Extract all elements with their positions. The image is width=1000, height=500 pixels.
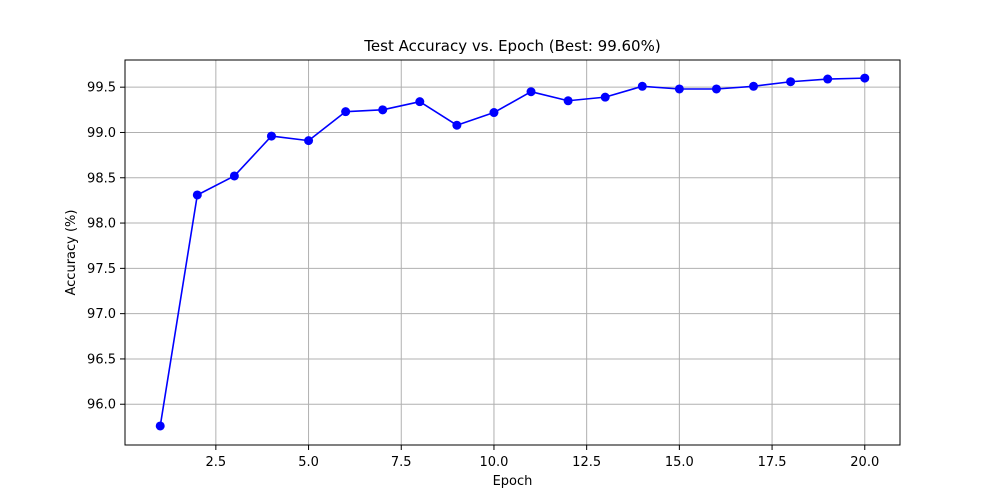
data-point xyxy=(266,131,276,141)
x-tick-label: 5.0 xyxy=(298,455,319,470)
data-point xyxy=(229,171,239,181)
chart-title: Test Accuracy vs. Epoch (Best: 99.60%) xyxy=(363,37,660,55)
x-axis-title: Epoch xyxy=(493,474,533,489)
data-point xyxy=(600,92,610,102)
grid-lines xyxy=(125,60,900,445)
data-point xyxy=(637,81,647,91)
data-point xyxy=(489,108,499,118)
y-tick-label: 96.0 xyxy=(87,398,116,413)
x-tick-label: 15.0 xyxy=(665,455,694,470)
series-line xyxy=(159,77,865,427)
y-tick-label: 98.0 xyxy=(87,217,116,232)
data-point xyxy=(860,73,870,83)
x-tick-label: 7.5 xyxy=(391,455,412,470)
y-axis-ticks: 96.0 96.5 97.0 97.5 98.0 98.5 99.0 99.5 xyxy=(87,81,125,413)
data-point xyxy=(526,87,536,97)
data-point xyxy=(155,421,165,431)
data-point xyxy=(452,120,462,130)
data-point xyxy=(304,136,314,146)
data-point xyxy=(563,96,573,106)
data-point xyxy=(378,105,388,115)
y-axis-title: Accuracy (%) xyxy=(64,210,79,296)
x-tick-label: 2.5 xyxy=(206,455,227,470)
y-tick-label: 99.0 xyxy=(87,126,116,141)
series-layer xyxy=(155,73,870,431)
x-tick-label: 12.5 xyxy=(572,455,601,470)
data-point xyxy=(749,81,759,91)
data-point xyxy=(341,107,351,117)
data-point xyxy=(823,74,833,84)
data-point xyxy=(192,190,202,200)
plot-frame xyxy=(124,59,901,446)
y-tick-label: 96.5 xyxy=(87,352,116,367)
x-axis-ticks: 2.5 5.0 7.5 10.0 12.5 15.0 17.5 20.0 xyxy=(206,445,879,470)
x-tick-label: 17.5 xyxy=(758,455,787,470)
y-tick-label: 99.5 xyxy=(87,81,116,96)
y-tick-label: 98.5 xyxy=(87,171,116,186)
y-tick-label: 97.5 xyxy=(87,262,116,277)
data-point xyxy=(711,84,721,94)
x-tick-label: 20.0 xyxy=(850,455,879,470)
data-point xyxy=(674,84,684,94)
y-tick-label: 97.0 xyxy=(87,307,116,322)
data-point xyxy=(786,77,796,87)
x-tick-label: 10.0 xyxy=(479,455,508,470)
data-point xyxy=(415,97,425,107)
